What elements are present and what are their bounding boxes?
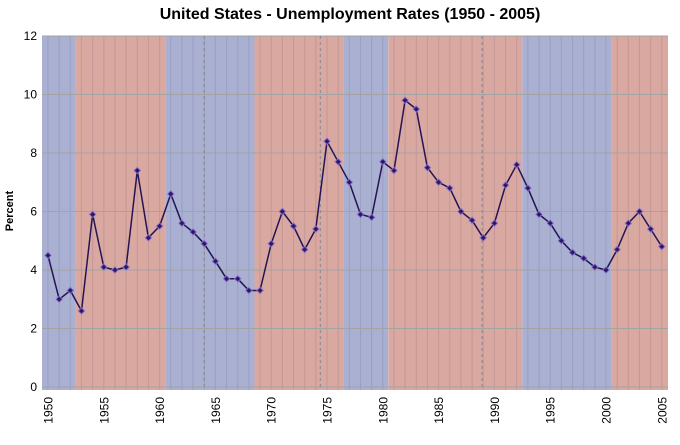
data-point xyxy=(300,245,309,254)
data-point xyxy=(635,207,644,216)
data-point xyxy=(490,219,499,228)
data-point xyxy=(468,216,477,225)
data-point xyxy=(534,210,544,219)
x-tick-label: 1975 xyxy=(321,397,335,424)
data-point xyxy=(211,257,220,266)
x-tick-label: 2000 xyxy=(600,397,614,424)
president-band xyxy=(388,36,523,390)
x-tick-label: 2005 xyxy=(655,397,669,424)
x-tick-label: 1955 xyxy=(97,397,111,424)
data-point xyxy=(155,222,164,231)
data-point xyxy=(166,189,175,198)
data-point xyxy=(445,184,454,193)
data-point xyxy=(479,233,488,242)
data-point xyxy=(189,227,198,237)
data-point xyxy=(434,178,443,187)
data-point xyxy=(278,207,287,216)
data-point xyxy=(133,166,142,175)
x-tick-label: 1990 xyxy=(488,397,502,424)
x-tick-label: 1965 xyxy=(209,397,223,424)
data-point xyxy=(568,248,577,257)
president-band xyxy=(254,36,344,390)
data-point xyxy=(289,222,298,231)
data-point xyxy=(367,213,376,222)
data-point xyxy=(345,178,354,187)
y-tick-label: 6 xyxy=(30,205,37,219)
data-point xyxy=(546,219,555,228)
x-tick-label: 1985 xyxy=(432,397,446,424)
data-point xyxy=(43,251,53,260)
x-tick-label: 1950 xyxy=(42,397,56,424)
data-point xyxy=(233,274,242,283)
x-tick-label: 1970 xyxy=(265,397,279,424)
data-point xyxy=(122,263,131,272)
data-point xyxy=(88,210,97,219)
data-point xyxy=(222,274,231,283)
data-point xyxy=(200,239,209,248)
data-point xyxy=(412,105,421,114)
y-tick-label: 2 xyxy=(30,322,37,336)
president-band xyxy=(522,36,612,390)
x-tick-label: 1960 xyxy=(153,397,167,424)
data-point xyxy=(512,160,521,169)
data-point xyxy=(624,219,633,228)
data-point xyxy=(99,263,108,272)
data-point xyxy=(646,225,655,234)
data-point xyxy=(244,286,253,295)
data-point xyxy=(389,166,399,175)
data-point xyxy=(456,207,465,216)
data-point xyxy=(66,286,75,295)
data-point xyxy=(55,295,64,304)
data-point xyxy=(579,254,588,263)
chart-title: United States - Unemployment Rates (1950… xyxy=(159,6,541,23)
data-point xyxy=(378,157,387,166)
data-point xyxy=(501,181,510,190)
data-point xyxy=(144,233,153,242)
data-point xyxy=(322,137,332,146)
data-point xyxy=(334,157,343,166)
data-point xyxy=(523,184,532,193)
data-point xyxy=(177,219,186,228)
data-point xyxy=(77,306,86,315)
x-tick-label: 1980 xyxy=(376,397,390,424)
data-point xyxy=(423,163,432,172)
y-tick-label: 8 xyxy=(30,146,37,160)
data-point xyxy=(401,96,410,105)
president-band xyxy=(75,36,166,390)
data-point xyxy=(255,286,265,295)
data-point xyxy=(356,210,365,219)
data-point xyxy=(311,225,320,234)
data-point xyxy=(601,265,611,275)
data-point xyxy=(657,242,666,251)
president-band xyxy=(343,36,389,390)
data-point xyxy=(110,265,120,275)
data-point xyxy=(267,239,276,248)
y-tick-label: 12 xyxy=(24,29,38,43)
y-tick-label: 4 xyxy=(30,263,37,277)
data-point xyxy=(613,245,622,254)
data-point xyxy=(590,263,599,272)
data-point xyxy=(557,236,566,245)
y-tick-label: 0 xyxy=(30,380,37,394)
y-tick-label: 10 xyxy=(24,88,38,102)
x-tick-label: 1995 xyxy=(544,397,558,424)
